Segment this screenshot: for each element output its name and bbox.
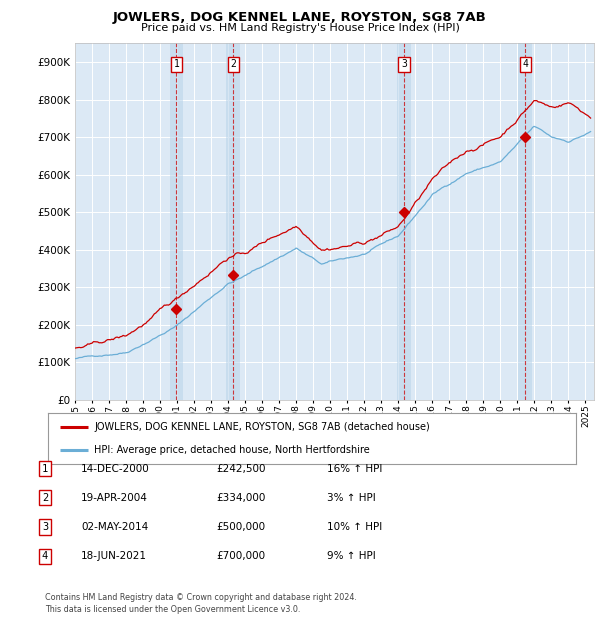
Text: 3% ↑ HPI: 3% ↑ HPI xyxy=(327,493,376,503)
Bar xyxy=(397,43,411,400)
Text: 18-JUN-2021: 18-JUN-2021 xyxy=(81,551,147,561)
Bar xyxy=(518,43,532,400)
Text: 1: 1 xyxy=(42,464,48,474)
Text: 9% ↑ HPI: 9% ↑ HPI xyxy=(327,551,376,561)
Text: Contains HM Land Registry data © Crown copyright and database right 2024.
This d: Contains HM Land Registry data © Crown c… xyxy=(45,593,357,614)
Text: £334,000: £334,000 xyxy=(216,493,265,503)
Text: £242,500: £242,500 xyxy=(216,464,265,474)
Text: 4: 4 xyxy=(523,60,528,69)
Text: 2: 2 xyxy=(230,60,236,69)
Text: 14-DEC-2000: 14-DEC-2000 xyxy=(81,464,150,474)
Text: JOWLERS, DOG KENNEL LANE, ROYSTON, SG8 7AB (detached house): JOWLERS, DOG KENNEL LANE, ROYSTON, SG8 7… xyxy=(94,422,430,432)
Text: £500,000: £500,000 xyxy=(216,522,265,532)
Bar xyxy=(170,43,183,400)
Text: 2: 2 xyxy=(42,493,48,503)
Text: JOWLERS, DOG KENNEL LANE, ROYSTON, SG8 7AB: JOWLERS, DOG KENNEL LANE, ROYSTON, SG8 7… xyxy=(113,11,487,24)
Text: 3: 3 xyxy=(401,60,407,69)
Text: £700,000: £700,000 xyxy=(216,551,265,561)
Text: 10% ↑ HPI: 10% ↑ HPI xyxy=(327,522,382,532)
Bar xyxy=(226,43,240,400)
Text: 02-MAY-2014: 02-MAY-2014 xyxy=(81,522,148,532)
Text: 4: 4 xyxy=(42,551,48,561)
Text: 3: 3 xyxy=(42,522,48,532)
Text: HPI: Average price, detached house, North Hertfordshire: HPI: Average price, detached house, Nort… xyxy=(94,445,370,455)
Text: 16% ↑ HPI: 16% ↑ HPI xyxy=(327,464,382,474)
Text: 1: 1 xyxy=(173,60,179,69)
Text: Price paid vs. HM Land Registry's House Price Index (HPI): Price paid vs. HM Land Registry's House … xyxy=(140,23,460,33)
Text: 19-APR-2004: 19-APR-2004 xyxy=(81,493,148,503)
